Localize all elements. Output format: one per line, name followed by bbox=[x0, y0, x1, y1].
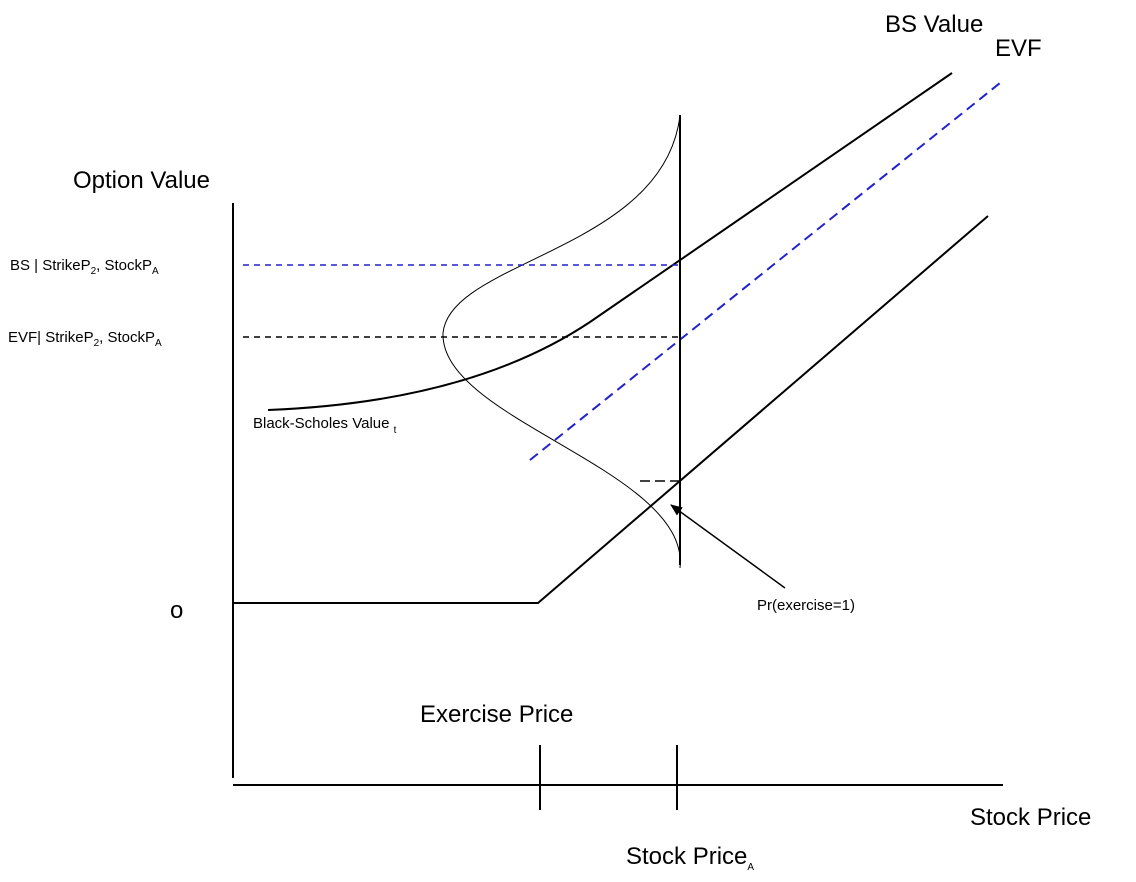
label-part: Black-Scholes Value bbox=[253, 415, 394, 432]
evf-line bbox=[529, 82, 1001, 461]
origin-label: o bbox=[170, 597, 183, 624]
stock-price-label: Stock Price bbox=[970, 804, 1091, 831]
label-part: 2 bbox=[94, 338, 100, 349]
stock-price-a-label: Stock PriceA bbox=[626, 843, 754, 873]
label-part: A bbox=[747, 862, 754, 873]
label-part: A bbox=[155, 338, 162, 349]
bs-curve bbox=[267, 72, 953, 411]
label-part: A bbox=[152, 266, 159, 277]
label-part: , StockP bbox=[99, 329, 155, 346]
label-part: , StockP bbox=[96, 257, 152, 274]
evf-label: EVF bbox=[995, 35, 1042, 62]
probability-arrow bbox=[670, 504, 786, 589]
intrinsic-line bbox=[233, 215, 989, 604]
option-value-label: Option Value bbox=[73, 167, 210, 194]
label-part: BS | StrikeP bbox=[10, 257, 91, 274]
probability-label: Pr(exercise=1) bbox=[757, 597, 855, 614]
bs-value-label: BS Value bbox=[885, 11, 983, 38]
distribution-curve bbox=[442, 114, 681, 569]
label-part: 2 bbox=[91, 266, 97, 277]
black-scholes-label: Black-Scholes Value t bbox=[253, 415, 397, 436]
label-part: t bbox=[394, 425, 397, 436]
bs-level-label: BS | StrikeP2, StockPA bbox=[10, 257, 159, 277]
label-part: Stock Price bbox=[626, 843, 747, 870]
evf-level-label: EVF| StrikeP2, StockPA bbox=[8, 329, 162, 349]
label-part: EVF| StrikeP bbox=[8, 329, 94, 346]
exercise-price-label: Exercise Price bbox=[420, 701, 573, 728]
